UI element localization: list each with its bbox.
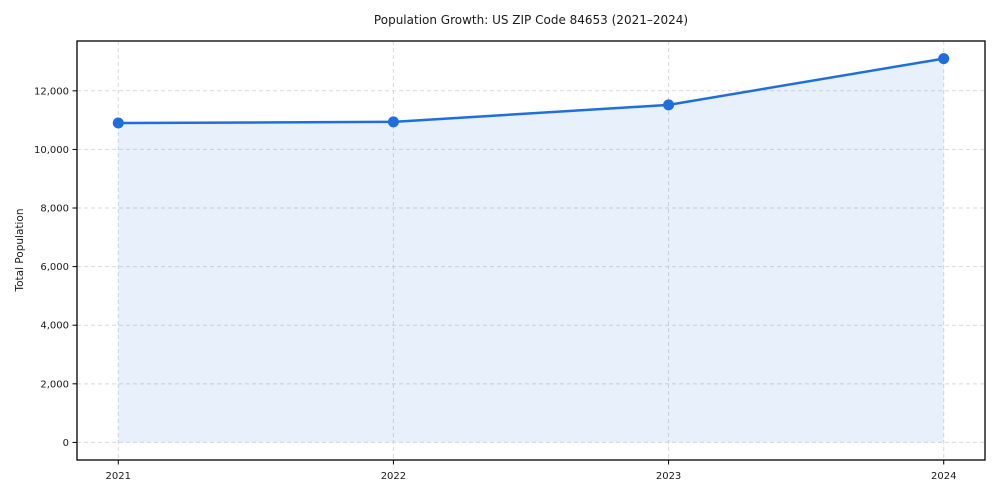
- y-tick-label: 6,000: [40, 262, 69, 273]
- y-tick-label: 4,000: [40, 321, 69, 332]
- series-line-total-population: [117, 57, 945, 125]
- plot-border: [76, 40, 986, 461]
- series-area-fill: [118, 58, 944, 443]
- x-tick-label: 2024: [931, 471, 956, 482]
- chart-title: Population Growth: US ZIP Code 84653 (20…: [373, 13, 689, 27]
- data-point-2022: [387, 116, 399, 128]
- y-tick-label: 12,000: [34, 86, 69, 97]
- data-point-2024: [938, 53, 950, 65]
- data-point-2023: [663, 99, 675, 111]
- x-tick-label: 2022: [381, 471, 406, 482]
- y-tick-label: 10,000: [34, 145, 69, 156]
- y-tick-label: 0: [63, 438, 69, 449]
- y-tick-label: 2,000: [40, 379, 69, 390]
- x-tick-label: 2023: [656, 471, 681, 482]
- data-point-2021: [112, 117, 124, 129]
- x-tick-label: 2021: [106, 471, 131, 482]
- y-tick-label: 8,000: [40, 204, 69, 215]
